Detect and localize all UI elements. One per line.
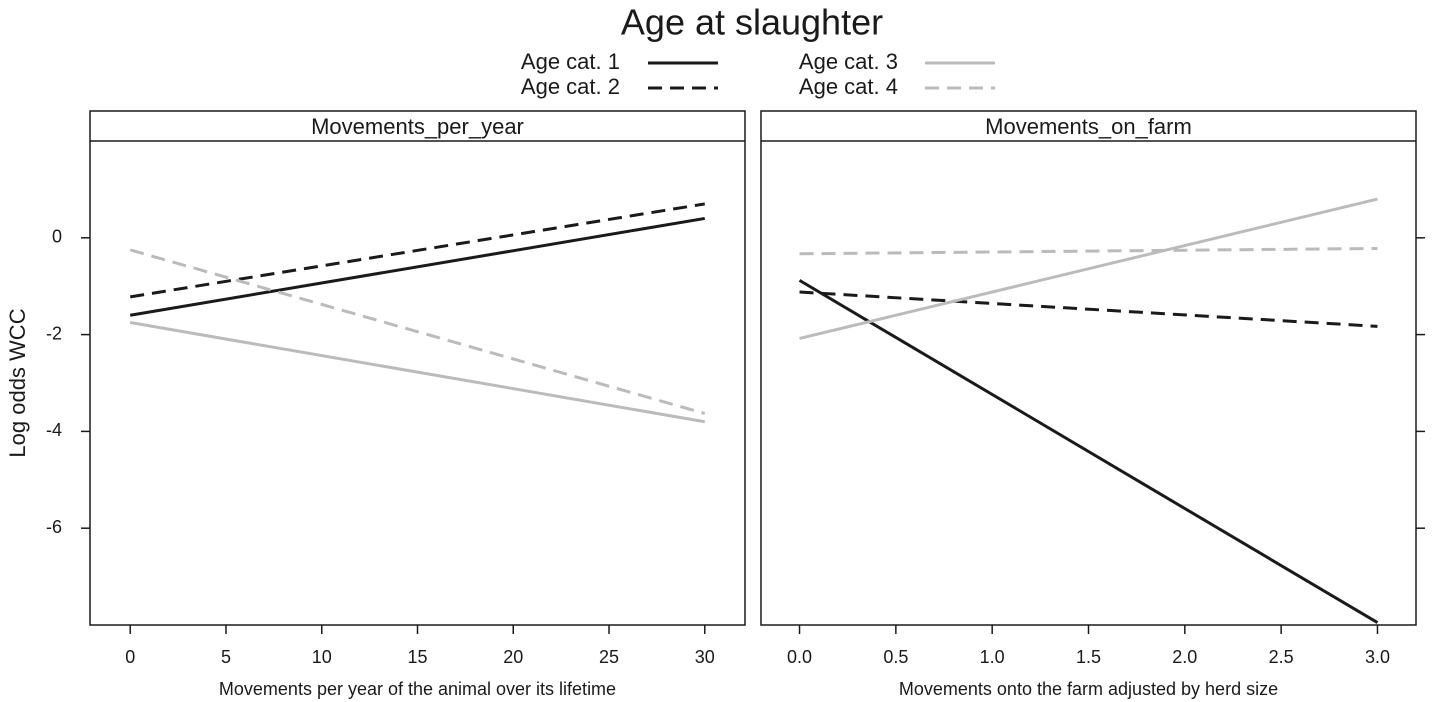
series-line [129, 248, 706, 415]
y-tick-label: 0 [52, 227, 62, 247]
legend-label: Age cat. 4 [799, 74, 898, 99]
y-tick-label: -6 [46, 517, 62, 537]
panel-frame [89, 110, 746, 626]
x-tick-label: 3.0 [1365, 647, 1390, 667]
x-axis-label: Movements per year of the animal over it… [219, 679, 616, 699]
panel-title: Movements_per_year [311, 114, 524, 139]
legend-label: Age cat. 3 [799, 49, 898, 74]
series-line [799, 246, 1378, 256]
chart-title: Age at slaughter [621, 2, 883, 43]
legend-label: Age cat. 2 [521, 74, 620, 99]
x-tick-label: 1.5 [1076, 647, 1101, 667]
x-tick-label: 0.0 [787, 647, 812, 667]
x-tick-label: 15 [407, 647, 427, 667]
series-line [129, 216, 706, 317]
y-tick-label: -4 [46, 420, 62, 440]
x-axis-label: Movements onto the farm adjusted by herd… [899, 679, 1278, 699]
panel-title: Movements_on_farm [985, 114, 1192, 139]
x-tick-label: 20 [503, 647, 523, 667]
panel-frame [760, 110, 1417, 626]
x-tick-label: 2.0 [1172, 647, 1197, 667]
x-tick-label: 1.0 [980, 647, 1005, 667]
series-line [798, 279, 1379, 624]
series-line [799, 197, 1378, 340]
y-tick-label: -2 [46, 323, 62, 343]
x-tick-label: 30 [695, 647, 715, 667]
x-tick-label: 5 [221, 647, 231, 667]
series-line [129, 202, 706, 299]
x-tick-label: 0 [125, 647, 135, 667]
x-tick-label: 25 [599, 647, 619, 667]
series-line [129, 321, 706, 424]
x-tick-label: 0.5 [883, 647, 908, 667]
series-line [799, 290, 1378, 328]
x-tick-label: 2.5 [1269, 647, 1294, 667]
y-axis-label: Log odds WCC [5, 308, 30, 457]
legend-label: Age cat. 1 [521, 49, 620, 74]
x-tick-label: 10 [312, 647, 332, 667]
